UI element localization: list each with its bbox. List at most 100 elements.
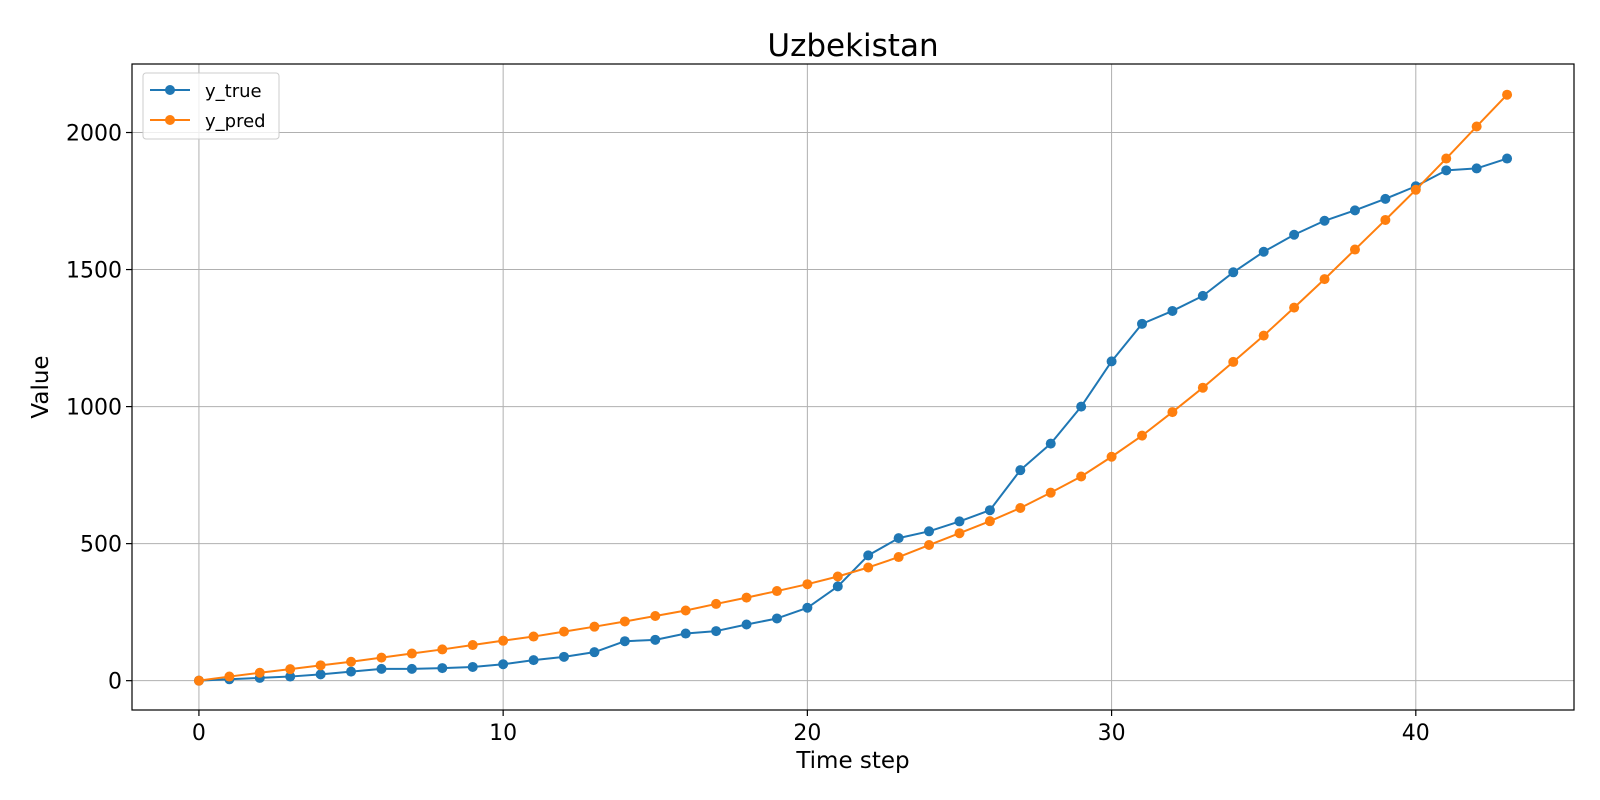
- data-point-y-true: [984, 505, 995, 516]
- data-point-y-pred: [1258, 330, 1269, 341]
- chart-title: Uzbekistan: [767, 28, 938, 64]
- data-point-y-pred: [1197, 382, 1208, 393]
- data-point-y-true: [741, 619, 752, 630]
- x-tick-label: 30: [1098, 721, 1126, 746]
- data-point-y-pred: [376, 652, 387, 663]
- legend-label-y-true: y_true: [205, 81, 262, 102]
- x-tick-label: 10: [489, 721, 517, 746]
- data-point-y-true: [1258, 246, 1269, 257]
- data-point-y-pred: [771, 586, 782, 597]
- grid: [132, 64, 1574, 710]
- data-point-y-pred: [1076, 471, 1087, 482]
- data-point-y-true: [1167, 305, 1178, 316]
- data-point-y-true: [924, 526, 935, 537]
- data-point-y-pred: [1380, 214, 1391, 225]
- data-point-y-true: [650, 634, 661, 645]
- data-point-y-pred: [528, 631, 539, 642]
- legend: y_true y_pred: [142, 72, 280, 140]
- data-point-y-pred: [406, 648, 417, 659]
- data-point-y-true: [498, 659, 509, 670]
- data-point-y-true: [619, 636, 630, 647]
- data-point-y-true: [346, 666, 357, 677]
- data-point-y-pred: [1015, 503, 1026, 514]
- data-point-y-true: [467, 661, 478, 672]
- data-point-y-pred: [1471, 121, 1482, 132]
- data-point-y-pred: [1502, 89, 1513, 100]
- data-point-y-true: [1289, 229, 1300, 240]
- plot-frame: [131, 63, 1575, 711]
- data-point-y-true: [1197, 290, 1208, 301]
- data-point-y-pred: [863, 562, 874, 573]
- data-point-y-pred: [924, 540, 935, 551]
- data-point-y-pred: [558, 626, 569, 637]
- data-point-y-pred: [680, 605, 691, 616]
- data-point-y-true: [680, 628, 691, 639]
- data-point-y-true: [1228, 267, 1239, 278]
- data-point-y-true: [1137, 318, 1148, 329]
- data-point-y-pred: [832, 571, 843, 582]
- data-point-y-true: [1380, 193, 1391, 204]
- data-point-y-pred: [619, 616, 630, 627]
- data-point-y-true: [954, 516, 965, 527]
- ticks: 0 10 20 30 40 0 500 1000 1500 2000: [66, 122, 1430, 746]
- data-point-y-pred: [589, 621, 600, 632]
- data-point-y-pred: [498, 635, 509, 646]
- data-point-y-pred: [467, 640, 478, 651]
- data-point-y-true: [558, 651, 569, 662]
- x-tick-label: 20: [793, 721, 821, 746]
- data-point-y-pred: [650, 610, 661, 621]
- y-tick-label: 1500: [66, 259, 122, 284]
- data-point-y-true: [893, 533, 904, 544]
- data-point-y-true: [315, 669, 326, 680]
- data-point-y-true: [1471, 163, 1482, 174]
- data-point-y-true: [528, 655, 539, 666]
- data-point-y-true: [406, 663, 417, 674]
- x-axis-label: Time step: [795, 748, 909, 774]
- data-point-y-pred: [1045, 487, 1056, 498]
- data-point-y-true: [1502, 153, 1513, 164]
- legend-marker-y-pred: [165, 115, 175, 125]
- data-point-y-true: [1076, 401, 1087, 412]
- y-axis-label: Value: [28, 355, 54, 418]
- data-point-y-pred: [1441, 153, 1452, 164]
- data-point-y-pred: [254, 667, 265, 678]
- data-point-y-pred: [224, 671, 235, 682]
- data-point-y-pred: [1228, 356, 1239, 367]
- x-tick-label: 40: [1402, 721, 1430, 746]
- data-point-y-pred: [1319, 274, 1330, 285]
- data-point-y-pred: [193, 675, 204, 686]
- data-point-y-true: [1319, 215, 1330, 226]
- data-point-y-true: [802, 602, 813, 613]
- data-point-y-pred: [437, 644, 448, 655]
- data-point-y-pred: [954, 528, 965, 539]
- series-line-y-true: [198, 157, 1508, 682]
- data-point-y-true: [863, 550, 874, 561]
- data-point-y-true: [832, 581, 843, 592]
- data-point-y-true: [376, 663, 387, 674]
- data-point-y-true: [1106, 356, 1117, 367]
- data-point-y-true: [711, 626, 722, 637]
- data-point-y-pred: [1106, 451, 1117, 462]
- legend-label-y-pred: y_pred: [205, 111, 266, 132]
- series-layer: [193, 89, 1513, 686]
- data-point-y-pred: [315, 660, 326, 671]
- series-line-y-pred: [198, 94, 1508, 682]
- legend-marker-y-true: [165, 85, 175, 95]
- y-tick-label: 500: [80, 533, 122, 558]
- data-point-y-true: [1349, 205, 1360, 216]
- data-point-y-true: [1441, 165, 1452, 176]
- data-point-y-pred: [346, 656, 357, 667]
- data-point-y-pred: [1410, 184, 1421, 195]
- y-tick-label: 1000: [66, 396, 122, 421]
- data-point-y-pred: [1289, 302, 1300, 313]
- data-point-y-true: [437, 663, 448, 674]
- x-tick-label: 0: [192, 721, 206, 746]
- data-point-y-true: [285, 671, 296, 682]
- data-point-y-true: [1045, 438, 1056, 449]
- y-tick-label: 2000: [66, 122, 122, 147]
- data-point-y-pred: [741, 592, 752, 603]
- data-point-y-true: [771, 613, 782, 624]
- data-point-y-pred: [1349, 244, 1360, 255]
- data-point-y-pred: [802, 579, 813, 590]
